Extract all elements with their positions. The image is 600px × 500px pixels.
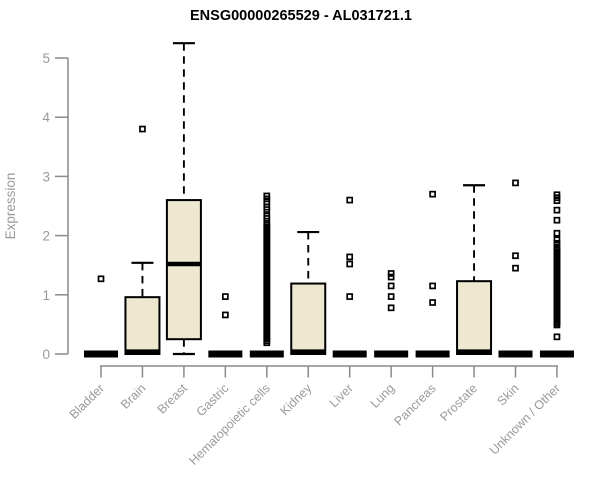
- outlier-point: [512, 179, 519, 187]
- collapsed-box: [332, 350, 367, 358]
- outlier-point: [387, 282, 395, 290]
- outlier-point: [553, 216, 561, 224]
- x-tick-label: Lung: [368, 381, 398, 411]
- box-kidney: [290, 230, 327, 355]
- x-tick-label: Gastric: [194, 381, 232, 419]
- chart-title: ENSG00000265529 - AL031721.1: [190, 8, 412, 24]
- box-rect: [290, 282, 327, 355]
- x-tick-label: Kidney: [277, 381, 314, 418]
- outlier-point: [553, 246, 561, 254]
- y-tick-label: 2: [42, 229, 50, 244]
- box-bladder: [84, 275, 118, 358]
- outlier-point: [553, 236, 561, 244]
- box-prostate: [456, 184, 493, 355]
- collapsed-box: [84, 350, 118, 358]
- axes: 0 1 2 3 4 5 Bladder Brain Breast GastricHematopoi…: [42, 51, 563, 468]
- outlier-point: [387, 270, 395, 277]
- outlier-point: [512, 252, 519, 260]
- box-gastric: [208, 293, 243, 358]
- x-tick-label: Pancreas: [391, 381, 438, 428]
- outlier-point: [346, 260, 354, 268]
- outlier-point: [346, 293, 354, 300]
- box-rect: [124, 296, 161, 355]
- x-tick-label: Skin: [495, 381, 522, 408]
- x-tick-label: Unknown / Other: [487, 381, 563, 457]
- box-brain: [124, 125, 161, 355]
- x-tick-label: Brain: [118, 381, 149, 412]
- outlier-point: [429, 282, 436, 290]
- outlier-point: [139, 125, 146, 133]
- outlier-point: [263, 206, 271, 213]
- outlier-point: [553, 229, 561, 237]
- box-series: [84, 42, 574, 358]
- outlier-point: [387, 273, 395, 281]
- y-axis-label: Expression: [3, 173, 18, 240]
- outlier-point: [512, 264, 519, 272]
- outlier-point: [97, 275, 105, 283]
- collapsed-box: [249, 350, 284, 358]
- outlier-point: [346, 196, 354, 204]
- x-tick-label: Liver: [327, 381, 356, 410]
- outlier-point: [553, 197, 561, 205]
- y-tick-label: 0: [42, 347, 50, 362]
- outlier-point: [429, 299, 436, 306]
- outlier-point: [429, 190, 436, 198]
- y-tick-label: 1: [42, 288, 50, 303]
- outlier-point: [553, 239, 561, 247]
- box-lung: [374, 270, 409, 358]
- box-skin: [498, 179, 533, 358]
- outlier-point: [553, 206, 561, 214]
- outlier-point: [553, 333, 561, 341]
- x-tick-label: Breast: [155, 381, 191, 417]
- outlier-point: [222, 311, 229, 319]
- outlier-point: [263, 219, 271, 227]
- box-pancreas: [415, 190, 450, 358]
- outlier-point: [387, 304, 395, 312]
- box-breast: [165, 42, 202, 356]
- collapsed-box: [415, 350, 450, 358]
- collapsed-box: [498, 350, 533, 358]
- outlier-point: [222, 293, 229, 300]
- collapsed-box: [539, 350, 574, 358]
- collapsed-box: [374, 350, 409, 358]
- box-hematopoietic-cells: [249, 192, 284, 358]
- box-rect: [165, 199, 202, 341]
- box-liver: [332, 196, 367, 358]
- x-tick-label: Bladder: [67, 381, 107, 421]
- box-rect: [456, 280, 493, 355]
- outlier-point: [346, 253, 354, 261]
- y-tick-label: 3: [42, 169, 50, 184]
- x-tick-label: Hematopoietic cells: [186, 381, 273, 468]
- box-unknown-other: [539, 191, 574, 358]
- y-tick-label: 5: [42, 51, 50, 66]
- x-tick-label: Prostate: [437, 381, 480, 424]
- collapsed-box: [208, 350, 243, 358]
- outlier-point: [387, 293, 395, 300]
- y-tick-label: 4: [42, 110, 50, 125]
